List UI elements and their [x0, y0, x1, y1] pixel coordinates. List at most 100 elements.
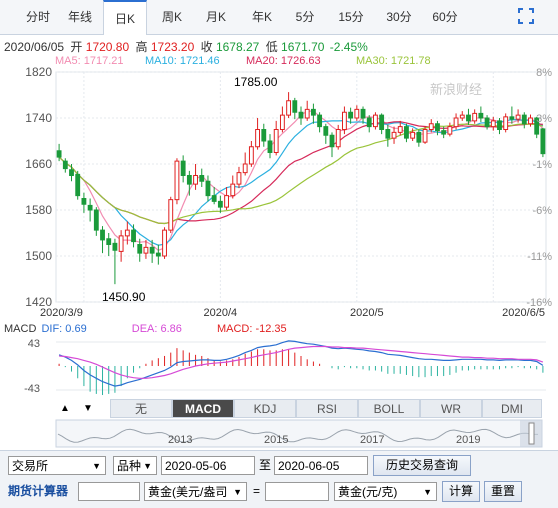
tab-yearly-k[interactable]: 年K: [251, 10, 272, 24]
y-tick-label: 1820: [25, 65, 52, 79]
indicator-rsi[interactable]: RSI: [296, 399, 358, 418]
tab-intraday[interactable]: 分时: [25, 10, 50, 24]
chevron-down-icon: ▼: [233, 487, 242, 497]
indicator-wr[interactable]: WR: [420, 399, 482, 418]
tab-15min[interactable]: 15分: [338, 10, 364, 24]
candle-body: [478, 112, 484, 119]
candle-body: [217, 200, 223, 208]
high-annotation: 1785.00: [234, 75, 278, 89]
candle-body: [521, 114, 527, 125]
indicator-macd[interactable]: MACD: [172, 399, 234, 418]
nav-year-2017: 2017: [360, 434, 384, 446]
calc-amount-input[interactable]: [78, 482, 140, 501]
tab-daily-k[interactable]: 日K: [103, 0, 147, 35]
candle-body: [410, 131, 416, 139]
candle-body: [453, 117, 459, 128]
dea-line: [59, 345, 544, 379]
fullscreen-icon[interactable]: [518, 8, 534, 24]
scroll-down-button[interactable]: ▼: [83, 403, 93, 414]
candle-body: [273, 129, 279, 153]
candle-body: [180, 160, 186, 176]
date-to-input[interactable]: 2020-06-05: [274, 456, 368, 475]
candle-body: [199, 175, 205, 182]
tab-5min[interactable]: 5分: [295, 10, 315, 24]
candle-body: [255, 129, 261, 148]
indicator-dmi[interactable]: DMI: [482, 399, 542, 418]
x-tick-label: 2020/5: [350, 307, 384, 319]
ma-lines: [58, 110, 544, 251]
query-form: 交易所 ▼ 品种 ▼ 2020-05-06 至 2020-06-05 历史交易查询 …: [0, 450, 558, 508]
candle-body: [323, 126, 329, 136]
candle-body: [224, 195, 229, 208]
candle-body: [292, 100, 298, 113]
macd-title: MACD: [4, 323, 37, 335]
unit-from-select[interactable]: 黄金(美元/盎司 ▼: [144, 482, 247, 501]
range-navigator[interactable]: 2013 2015 2017 2019: [0, 419, 558, 449]
candle-body: [404, 126, 409, 139]
pct-tick-label: -16%: [526, 297, 552, 309]
history-query-button[interactable]: 历史交易查询: [373, 455, 471, 476]
high-value: 1723.20: [150, 40, 195, 54]
scroll-up-button[interactable]: ▲: [60, 403, 70, 414]
period-tabs: 分时 年线 日K 周K 月K 年K 5分 15分 30分 60分: [0, 0, 558, 35]
candle-body: [348, 111, 354, 119]
chevron-down-icon: ▼: [423, 487, 432, 497]
candle-body: [81, 198, 87, 205]
indicator-none[interactable]: 无: [110, 399, 172, 418]
macd-legend: MACD DIF: 0.69 DEA: 6.86 MACD: -12.35: [4, 323, 287, 335]
unit-to-value: 黄金(元/克): [338, 485, 398, 499]
calculate-button[interactable]: 计算: [442, 481, 480, 502]
candle-body: [93, 209, 99, 231]
candle-body: [335, 129, 341, 148]
chevron-down-icon: ▼: [92, 461, 101, 471]
candles: [56, 92, 546, 285]
unit-to-select[interactable]: 黄金(元/克) ▼: [334, 482, 437, 501]
candle-body: [230, 183, 236, 197]
macd-ytick-top: 43: [28, 338, 40, 350]
calc-result-input[interactable]: [265, 482, 329, 501]
price-info: 2020/06/05 开 1720.80 高 1723.20 收 1678.27…: [4, 38, 368, 55]
ma10-label: MA10: 1721.46: [145, 55, 220, 67]
candle-body: [124, 229, 130, 237]
candle-body: [87, 204, 93, 211]
candle-body: [397, 126, 403, 133]
candle-body: [528, 117, 533, 125]
tab-30min[interactable]: 30分: [386, 10, 412, 24]
macd-ytick-bottom: -43: [24, 383, 40, 395]
to-label: 至: [259, 458, 272, 472]
macd-histogram: [58, 348, 544, 396]
candle-body: [472, 112, 478, 122]
candle-body: [279, 114, 285, 130]
tab-year-line[interactable]: 年线: [67, 10, 92, 24]
ma30-line: [58, 123, 544, 225]
close-value: 1678.27: [215, 40, 260, 54]
open-label: 开: [70, 40, 83, 54]
tab-monthly-k[interactable]: 月K: [205, 10, 226, 24]
tab-weekly-k[interactable]: 周K: [161, 10, 182, 24]
nav-year-2015: 2015: [264, 434, 288, 446]
candle-body: [149, 246, 155, 254]
candle-body: [174, 160, 180, 201]
indicator-kdj[interactable]: KDJ: [234, 399, 296, 418]
product-select[interactable]: 品种 ▼: [113, 456, 157, 475]
candle-body: [211, 195, 217, 202]
candle-body: [304, 108, 310, 119]
change-value: -2.45%: [329, 40, 368, 54]
tab-60min[interactable]: 60分: [432, 10, 458, 24]
candle-body: [428, 123, 434, 130]
pct-tick-label: -1%: [532, 159, 552, 171]
exchange-select[interactable]: 交易所 ▼: [8, 456, 106, 475]
y-axis-labels: 1820 1740 1660 1580 1500 1420: [25, 65, 52, 309]
candle-body: [379, 114, 385, 130]
candle-body: [366, 117, 372, 128]
candle-body: [100, 229, 105, 241]
y-tick-label: 1660: [25, 157, 52, 171]
pct-tick-label: 3%: [536, 113, 552, 125]
navigator-handle[interactable]: [528, 422, 535, 445]
ma10-line: [58, 118, 544, 246]
reset-button[interactable]: 重置: [484, 481, 522, 502]
candle-body: [540, 128, 546, 155]
indicator-boll[interactable]: BOLL: [358, 399, 420, 418]
dif-label: DIF: 0.69: [41, 323, 87, 335]
date-from-input[interactable]: 2020-05-06: [161, 456, 255, 475]
